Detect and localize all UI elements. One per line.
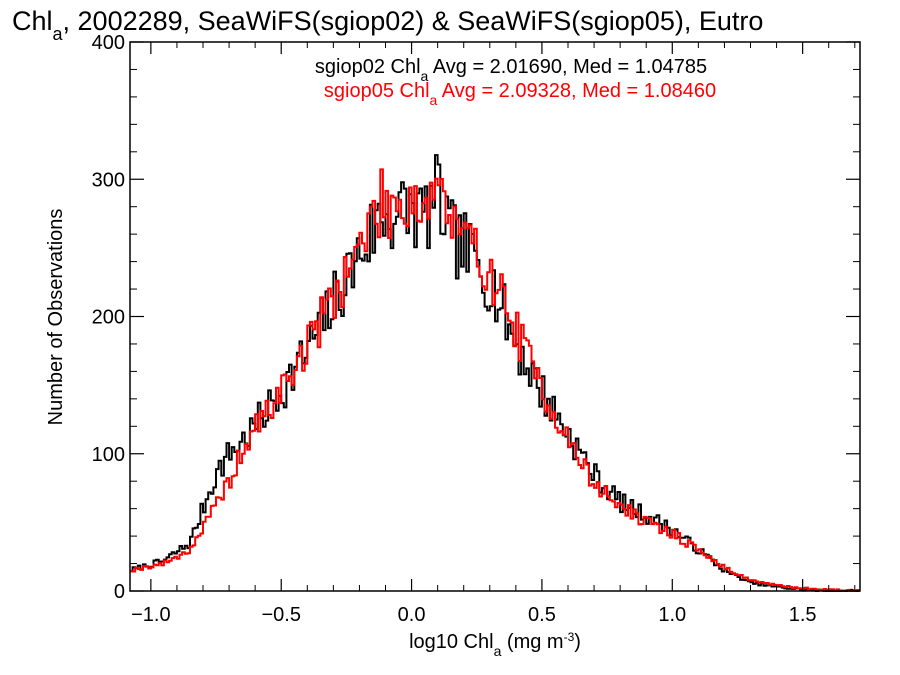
histogram-line-sgiop02	[130, 154, 860, 592]
x-tick-label: 0.0	[398, 604, 426, 626]
y-tick-label: 0	[114, 581, 125, 603]
x-tick-label: −0.5	[261, 604, 300, 626]
chart-title: Chla, 2002289, SeaWiFS(sgiop02) & SeaWiF…	[12, 6, 763, 44]
x-tick-label: 1.5	[789, 604, 817, 626]
stat-line-sgiop02: sgiop02 Chla Avg = 2.01690, Med = 1.0478…	[315, 56, 707, 84]
x-tick-label: 1.0	[658, 604, 686, 626]
y-tick-label: 400	[92, 32, 125, 54]
x-axis-label: log10 Chla (mg m-3)	[409, 630, 581, 659]
x-tick-label: −1.0	[131, 604, 170, 626]
series-layer	[130, 154, 860, 592]
stat-line-sgiop05: sgiop05 Chla Avg = 2.09328, Med = 1.0846…	[324, 80, 716, 108]
y-tick-label: 100	[92, 444, 125, 466]
x-tick-label: 0.5	[528, 604, 556, 626]
y-tick-label: 300	[92, 169, 125, 191]
ticks-layer: −1.0 −0.5 0.0 0.5 1.0 1.5 0 100 200 300 400	[92, 32, 860, 626]
histogram-line-sgiop05	[130, 168, 860, 592]
y-axis-label: Number of Observations	[45, 209, 67, 426]
y-tick-label: 200	[92, 307, 125, 329]
